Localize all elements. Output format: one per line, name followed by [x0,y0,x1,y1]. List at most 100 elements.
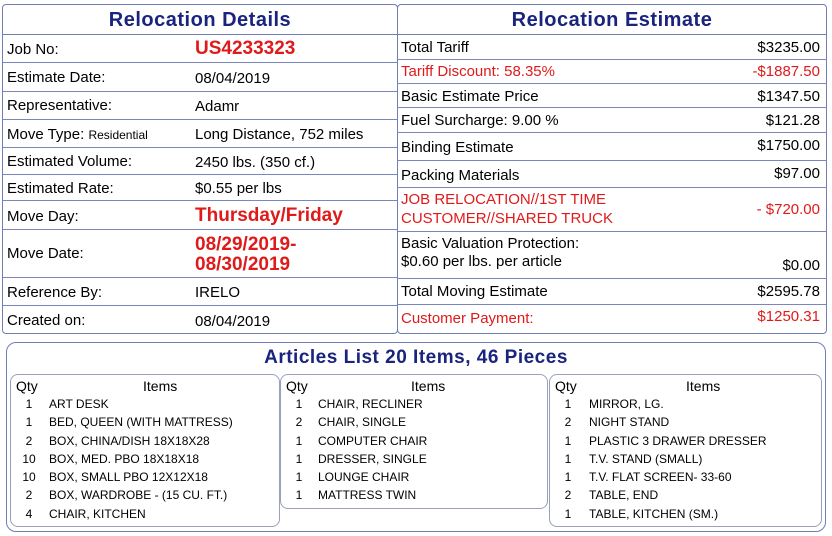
item-name: BED, QUEEN (WITH MATTRESS) [49,415,233,430]
item-name: T.V. FLAT SCREEN- 33-60 [589,470,732,485]
move-type-row: Move Type: Residential Long Distance, 75… [3,120,397,148]
job-note-row: JOB RELOCATION//1ST TIME CUSTOMER//SHARE… [398,188,826,232]
item-qty: 2 [25,433,33,448]
item-name: DRESSER, SINGLE [318,451,427,466]
item-name: BOX, SMALL PBO 12X12X18 [49,470,208,485]
item-qty: 1 [25,397,33,411]
qty-header: Qty [16,378,38,394]
estimated-volume-value: 2450 lbs. (350 cf.) [195,154,316,171]
fuel-surcharge-label: Fuel Surcharge: 9.00 % [401,112,559,129]
list-item: 10 BOX, SMALL PBO 12X12X18 [11,468,279,486]
item-name: T.V. STAND (SMALL) [589,451,703,466]
item-name: TABLE, END [589,488,659,503]
item-qty: 10 [22,451,36,466]
total-moving-value: $2595.78 [757,283,820,300]
list-item: 2 BOX, CHINA/DISH 18X18X28 [11,432,279,450]
relocation-estimate-title: Relocation Estimate [398,5,826,35]
total-tariff-label: Total Tariff [401,39,469,56]
tariff-discount-label: Tariff Discount: 58.35% [401,63,555,80]
item-name: MIRROR, LG. [589,397,664,411]
customer-payment-value: $1250.31 [757,308,820,325]
move-day-value: Thursday/Friday [195,205,343,226]
estimated-volume-row: Estimated Volume: 2450 lbs. (350 cf.) [3,148,397,175]
list-item: 2 BOX, WARDROBE - (15 CU. FT.) [11,486,279,504]
list-item: 1 MIRROR, LG. [550,395,821,413]
total-tariff-row: Total Tariff $3235.00 [398,35,826,60]
list-item: 1 TABLE, KITCHEN (SM.) [550,505,821,523]
move-date-label: Move Date: [7,245,84,262]
job-note-line1: JOB RELOCATION//1ST TIME [401,191,607,208]
reference-label: Reference By: [7,284,103,301]
item-qty: 1 [564,451,572,466]
item-name: CHAIR, KITCHEN [49,506,146,521]
valuation-label-line1: Basic Valuation Protection: [401,235,580,252]
estimated-rate-value: $0.55 per lbs [195,180,282,197]
tariff-discount-row: Tariff Discount: 58.35% -$1887.50 [398,60,826,84]
relocation-details-title: Relocation Details [3,5,397,35]
move-type-kind: Residential [88,128,148,142]
list-item: 1 MATTRESS TWIN [281,486,547,504]
item-qty: 2 [564,415,572,430]
move-type-label-group: Move Type: Residential [7,126,148,143]
move-date-end: 08/30/2019 [195,254,291,275]
item-name: PLASTIC 3 DRAWER DRESSER [589,433,767,448]
articles-column-header: Qty Items [550,375,821,395]
fuel-surcharge-row: Fuel Surcharge: 9.00 % $121.28 [398,108,826,133]
articles-column-3: Qty Items 1 MIRROR, LG. 2 NIGHT STAND 1 PLA… [549,374,822,527]
list-item: 1 BED, QUEEN (WITH MATTRESS) [11,413,279,431]
valuation-row: Basic Valuation Protection: $0.60 per lb… [398,232,826,279]
item-qty: 10 [22,470,36,485]
item-name: LOUNGE CHAIR [318,470,410,485]
articles-column-2: Qty Items 1 CHAIR, RECLINER 2 CHAIR, SINGL… [280,374,548,509]
item-qty: 1 [295,397,303,411]
estimate-date-row: Estimate Date: 08/04/2019 [3,63,397,92]
representative-value: Adamr [195,98,240,115]
total-moving-label: Total Moving Estimate [401,283,548,300]
list-item: 1 T.V. FLAT SCREEN- 33-60 [550,468,821,486]
item-qty: 1 [564,397,572,411]
item-name: BOX, WARDROBE - (15 CU. FT.) [49,488,228,503]
job-note-amount: - $720.00 [756,201,820,218]
qty-header: Qty [286,378,308,394]
job-note-line2: CUSTOMER//SHARED TRUCK [401,210,613,227]
qty-header: Qty [555,378,577,394]
packing-materials-row: Packing Materials $97.00 [398,161,826,188]
representative-row: Representative: Adamr [3,92,397,120]
item-qty: 2 [564,488,572,503]
packing-materials-value: $97.00 [774,165,820,182]
item-name: TABLE, KITCHEN (SM.) [589,506,719,521]
reference-value: IRELO [195,284,241,301]
item-qty: 1 [25,415,33,430]
list-item: 2 NIGHT STAND [550,413,821,431]
job-no-row: Job No: US4233323 [3,35,397,63]
list-item: 2 CHAIR, SINGLE [281,413,547,431]
packing-materials-label: Packing Materials [401,167,520,184]
item-qty: 2 [295,415,303,430]
total-tariff-value: $3235.00 [757,39,820,56]
articles-list-title: Articles List 20 Items, 46 Pieces [264,347,568,368]
binding-estimate-label: Binding Estimate [401,139,514,156]
estimated-rate-label: Estimated Rate: [7,180,114,197]
job-no-value: US4233323 [195,38,296,59]
item-qty: 1 [564,506,572,521]
move-date-row: Move Date: 08/29/2019- 08/30/2019 [3,230,397,278]
basic-estimate-row: Basic Estimate Price $1347.50 [398,84,826,108]
total-moving-row: Total Moving Estimate $2595.78 [398,279,826,305]
move-day-row: Move Day: Thursday/Friday [3,201,397,230]
item-name: CHAIR, SINGLE [318,415,407,430]
estimate-date-value: 08/04/2019 [195,70,271,87]
list-item: 4 CHAIR, KITCHEN [11,505,279,523]
customer-payment-label: Customer Payment: [401,310,534,327]
move-type-value: Long Distance, 752 miles [195,126,364,143]
item-qty: 4 [25,506,33,521]
list-item: 10 BOX, MED. PBO 18X18X18 [11,450,279,468]
fuel-surcharge-value: $121.28 [765,112,820,129]
list-item: 1 T.V. STAND (SMALL) [550,450,821,468]
move-day-label: Move Day: [7,208,79,225]
item-name: ART DESK [49,397,109,411]
items-header: Items [411,378,446,394]
item-qty: 1 [295,451,303,466]
item-qty: 2 [25,488,33,503]
basic-estimate-value: $1347.50 [757,88,820,105]
estimated-rate-row: Estimated Rate: $0.55 per lbs [3,175,397,201]
